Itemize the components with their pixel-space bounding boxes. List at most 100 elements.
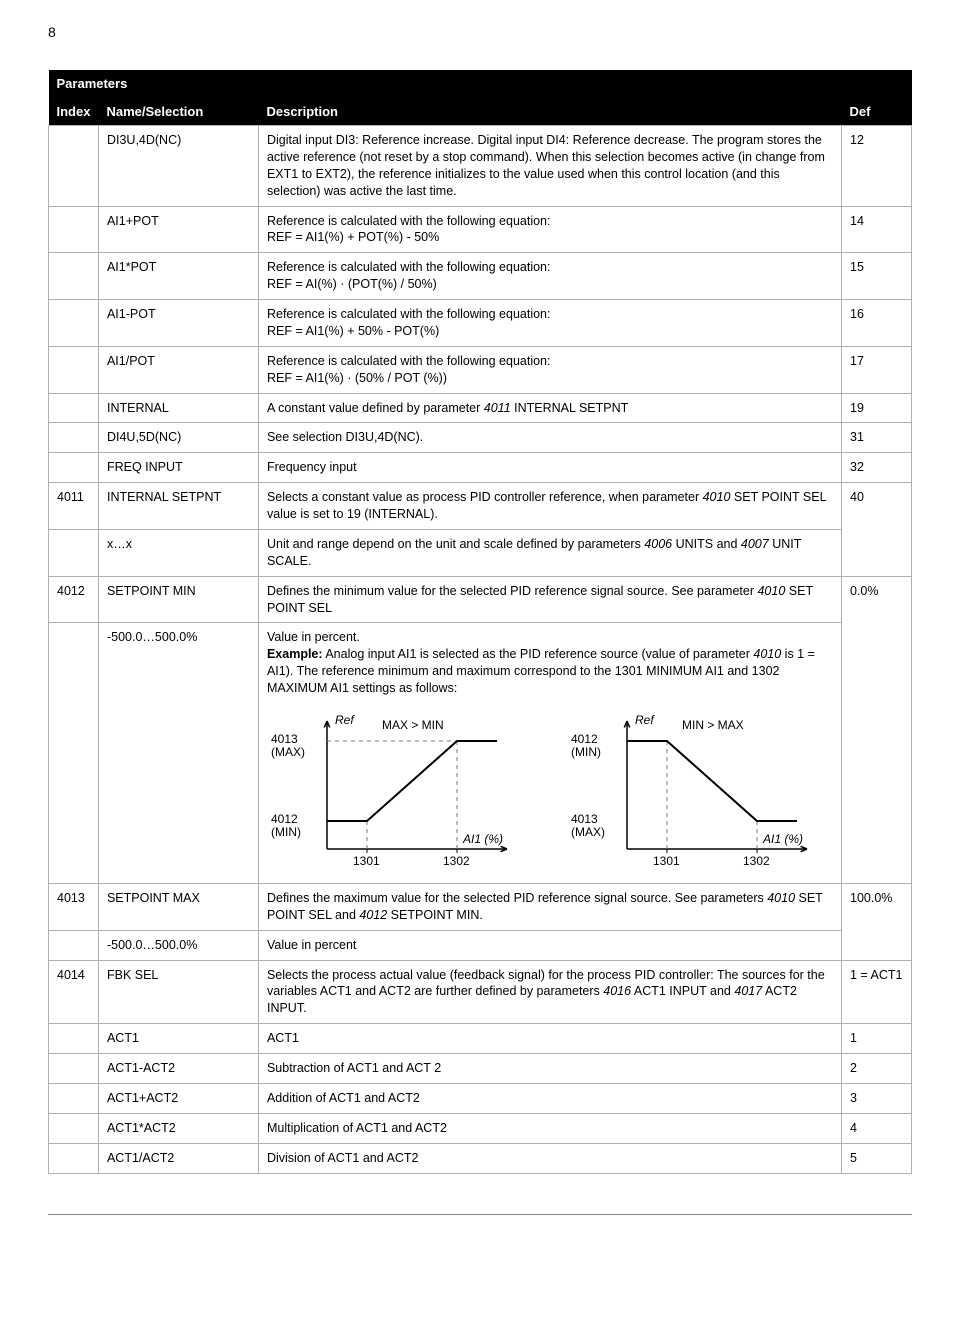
reference-diagrams: RefMAX > MINAI1 (%)4013(MAX)4012(MIN)130… <box>267 707 833 877</box>
x-tick-2: 1302 <box>443 854 470 868</box>
y-axis-label: Ref <box>335 713 355 727</box>
cell-def: 2 <box>842 1054 912 1084</box>
table-row: ACT1/ACT2Division of ACT1 and ACT25 <box>49 1143 912 1173</box>
cell-index: 4014 <box>49 960 99 1024</box>
cell-name: ACT1*ACT2 <box>98 1113 258 1143</box>
cell-def: 15 <box>842 253 912 300</box>
cell-index: 4013 <box>49 883 99 930</box>
parameters-table: Parameters Index Name/Selection Descript… <box>48 70 912 1174</box>
cell-index: 4011 <box>49 483 99 530</box>
cell-description: Selects a constant value as process PID … <box>258 483 841 530</box>
cell-index <box>49 1143 99 1173</box>
cell-def: 100.0% <box>842 883 912 960</box>
cell-name: SETPOINT MAX <box>98 883 258 930</box>
cell-name: INTERNAL SETPNT <box>98 483 258 530</box>
cell-name: ACT1+ACT2 <box>98 1083 258 1113</box>
cell-index <box>49 300 99 347</box>
cell-name: -500.0…500.0% <box>98 623 258 884</box>
cell-name: AI1/POT <box>98 346 258 393</box>
cell-description: See selection DI3U,4D(NC). <box>258 423 841 453</box>
cell-def: 3 <box>842 1083 912 1113</box>
y-axis-label: Ref <box>635 713 655 727</box>
y-top-sub: (MAX) <box>271 745 305 759</box>
cell-index <box>49 1083 99 1113</box>
cell-index <box>49 453 99 483</box>
cell-index <box>49 206 99 253</box>
cell-name: INTERNAL <box>98 393 258 423</box>
ref-chart: RefMAX > MINAI1 (%)4013(MAX)4012(MIN)130… <box>267 707 527 877</box>
cell-name: ACT1/ACT2 <box>98 1143 258 1173</box>
cell-def: 5 <box>842 1143 912 1173</box>
table-row: FREQ INPUTFrequency input32 <box>49 453 912 483</box>
cell-name: SETPOINT MIN <box>98 576 258 623</box>
cell-name: ACT1-ACT2 <box>98 1054 258 1084</box>
header-index: Index <box>49 98 99 126</box>
cell-def: 1 <box>842 1024 912 1054</box>
cell-description: Multiplication of ACT1 and ACT2 <box>258 1113 841 1143</box>
y-top-val: 4012 <box>571 732 598 746</box>
cell-index <box>49 1054 99 1084</box>
chart-title: MIN > MAX <box>682 718 744 732</box>
x-tick-1: 1301 <box>653 854 680 868</box>
table-row: AI1*POTReference is calculated with the … <box>49 253 912 300</box>
y-top-val: 4013 <box>271 732 298 746</box>
cell-index <box>49 930 99 960</box>
table-row: ACT1*ACT2Multiplication of ACT1 and ACT2… <box>49 1113 912 1143</box>
cell-name: AI1-POT <box>98 300 258 347</box>
cell-def: 4 <box>842 1113 912 1143</box>
cell-def: 12 <box>842 126 912 207</box>
cell-description: Unit and range depend on the unit and sc… <box>258 529 841 576</box>
table-row: 4012SETPOINT MINDefines the minimum valu… <box>49 576 912 623</box>
x-axis-label: AI1 (%) <box>762 832 803 846</box>
table-row: 4014FBK SELSelects the process actual va… <box>49 960 912 1024</box>
y-top-sub: (MIN) <box>571 745 601 759</box>
table-row: -500.0…500.0%Value in percent.Example: A… <box>49 623 912 884</box>
cell-name: DI4U,5D(NC) <box>98 423 258 453</box>
cell-name: FBK SEL <box>98 960 258 1024</box>
cell-def: 31 <box>842 423 912 453</box>
cell-description: Reference is calculated with the followi… <box>258 206 841 253</box>
cell-description: ACT1 <box>258 1024 841 1054</box>
cell-def: 40 <box>842 483 912 577</box>
cell-def: 1 = ACT1 <box>842 960 912 1024</box>
cell-description: Reference is calculated with the followi… <box>258 300 841 347</box>
table-row: ACT1+ACT2Addition of ACT1 and ACT23 <box>49 1083 912 1113</box>
x-axis-label: AI1 (%) <box>462 832 503 846</box>
cell-description: A constant value defined by parameter 40… <box>258 393 841 423</box>
footer-rule <box>48 1214 912 1215</box>
cell-index <box>49 1024 99 1054</box>
cell-description: Value in percent.Example: Analog input A… <box>258 623 841 884</box>
cell-name: AI1*POT <box>98 253 258 300</box>
y-bot-val: 4012 <box>271 812 298 826</box>
table-row: x…xUnit and range depend on the unit and… <box>49 529 912 576</box>
cell-description: Value in percent <box>258 930 841 960</box>
cell-name: ACT1 <box>98 1024 258 1054</box>
cell-def: 19 <box>842 393 912 423</box>
x-tick-2: 1302 <box>743 854 770 868</box>
chart-title: MAX > MIN <box>382 718 444 732</box>
cell-description: Defines the maximum value for the select… <box>258 883 841 930</box>
header-name: Name/Selection <box>98 98 258 126</box>
cell-description: Reference is calculated with the followi… <box>258 346 841 393</box>
header-desc: Description <box>258 98 841 126</box>
table-row: DI3U,4D(NC)Digital input DI3: Reference … <box>49 126 912 207</box>
table-row: 4013SETPOINT MAXDefines the maximum valu… <box>49 883 912 930</box>
cell-name: x…x <box>98 529 258 576</box>
cell-def: 17 <box>842 346 912 393</box>
cell-description: Subtraction of ACT1 and ACT 2 <box>258 1054 841 1084</box>
table-row: ACT1ACT11 <box>49 1024 912 1054</box>
cell-index <box>49 346 99 393</box>
cell-index <box>49 393 99 423</box>
cell-description: Division of ACT1 and ACT2 <box>258 1143 841 1173</box>
table-row: DI4U,5D(NC)See selection DI3U,4D(NC).31 <box>49 423 912 453</box>
cell-index <box>49 126 99 207</box>
cell-def: 16 <box>842 300 912 347</box>
cell-name: FREQ INPUT <box>98 453 258 483</box>
table-row: AI1-POTReference is calculated with the … <box>49 300 912 347</box>
table-row: AI1+POTReference is calculated with the … <box>49 206 912 253</box>
table-row: -500.0…500.0%Value in percent <box>49 930 912 960</box>
ref-chart: RefMIN > MAXAI1 (%)4012(MIN)4013(MAX)130… <box>567 707 827 877</box>
cell-name: -500.0…500.0% <box>98 930 258 960</box>
cell-def: 32 <box>842 453 912 483</box>
cell-index <box>49 623 99 884</box>
